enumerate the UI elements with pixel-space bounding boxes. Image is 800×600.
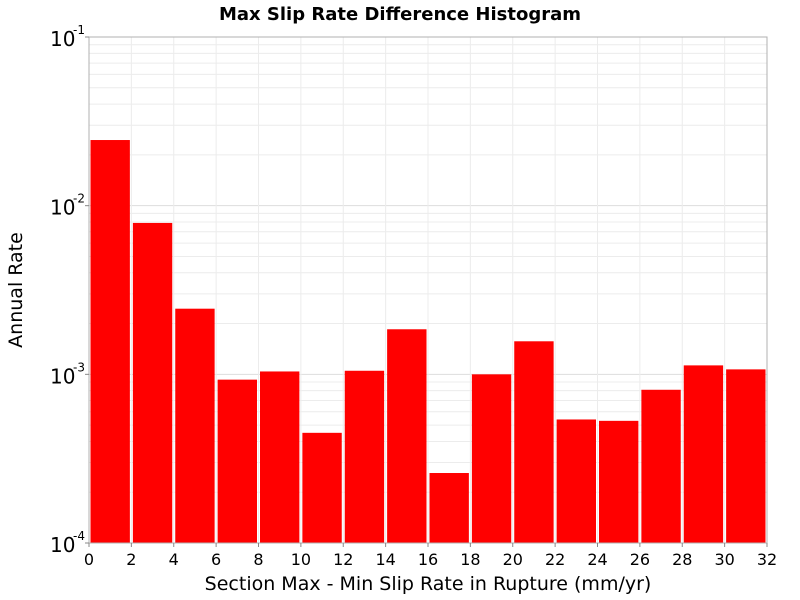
histogram-bar — [599, 420, 639, 543]
y-tick-exponent: -2 — [73, 192, 85, 206]
histogram-bar — [726, 369, 766, 543]
y-tick-label: 10 — [50, 27, 75, 51]
x-tick-label: 12 — [333, 550, 353, 569]
x-axis-ticks: 0 2 4 6 8 10 12 14 16 18 20 22 24 26 28 30 32 — [84, 543, 777, 569]
x-tick-label: 24 — [587, 550, 607, 569]
y-tick-label: 10 — [50, 533, 75, 557]
x-tick-label: 10 — [291, 550, 311, 569]
histogram-bar — [514, 341, 554, 543]
y-tick-label: 10 — [50, 364, 75, 388]
histogram-bar — [90, 140, 130, 543]
x-tick-label: 2 — [126, 550, 136, 569]
histogram-bar — [683, 365, 724, 543]
x-tick-label: 14 — [375, 550, 395, 569]
x-tick-label: 28 — [672, 550, 692, 569]
x-tick-label: 6 — [211, 550, 221, 569]
x-tick-label: 26 — [630, 550, 650, 569]
x-tick-label: 8 — [253, 550, 263, 569]
histogram-bar — [471, 374, 512, 543]
x-tick-label: 20 — [503, 550, 523, 569]
y-tick-exponent: -1 — [73, 23, 85, 37]
histogram-bar — [217, 379, 257, 543]
bars — [90, 140, 766, 543]
y-tick-exponent: -4 — [73, 529, 85, 543]
x-tick-label: 16 — [418, 550, 438, 569]
histogram-bar — [175, 308, 215, 543]
y-axis-ticks: 10-110-210-310-4 — [50, 23, 89, 557]
x-tick-label: 4 — [169, 550, 179, 569]
x-tick-label: 22 — [545, 550, 565, 569]
x-tick-label: 18 — [460, 550, 480, 569]
x-tick-label: 30 — [714, 550, 734, 569]
y-tick-label: 10 — [50, 196, 75, 220]
x-tick-label: 32 — [757, 550, 777, 569]
x-tick-label: 0 — [84, 550, 94, 569]
chart-title: Max Slip Rate Difference Histogram — [219, 4, 581, 25]
histogram-bar — [344, 370, 385, 543]
y-axis-label: Annual Rate — [5, 232, 27, 348]
histogram-bar — [387, 329, 427, 543]
histogram-bar — [429, 473, 469, 543]
histogram-bar — [132, 222, 173, 543]
histogram-bar — [260, 371, 300, 543]
histogram-bar — [302, 432, 342, 543]
histogram-bar — [556, 419, 596, 543]
y-tick-exponent: -3 — [73, 360, 85, 374]
histogram-bar — [641, 389, 681, 543]
x-axis-label: Section Max - Min Slip Rate in Rupture (… — [205, 573, 652, 595]
